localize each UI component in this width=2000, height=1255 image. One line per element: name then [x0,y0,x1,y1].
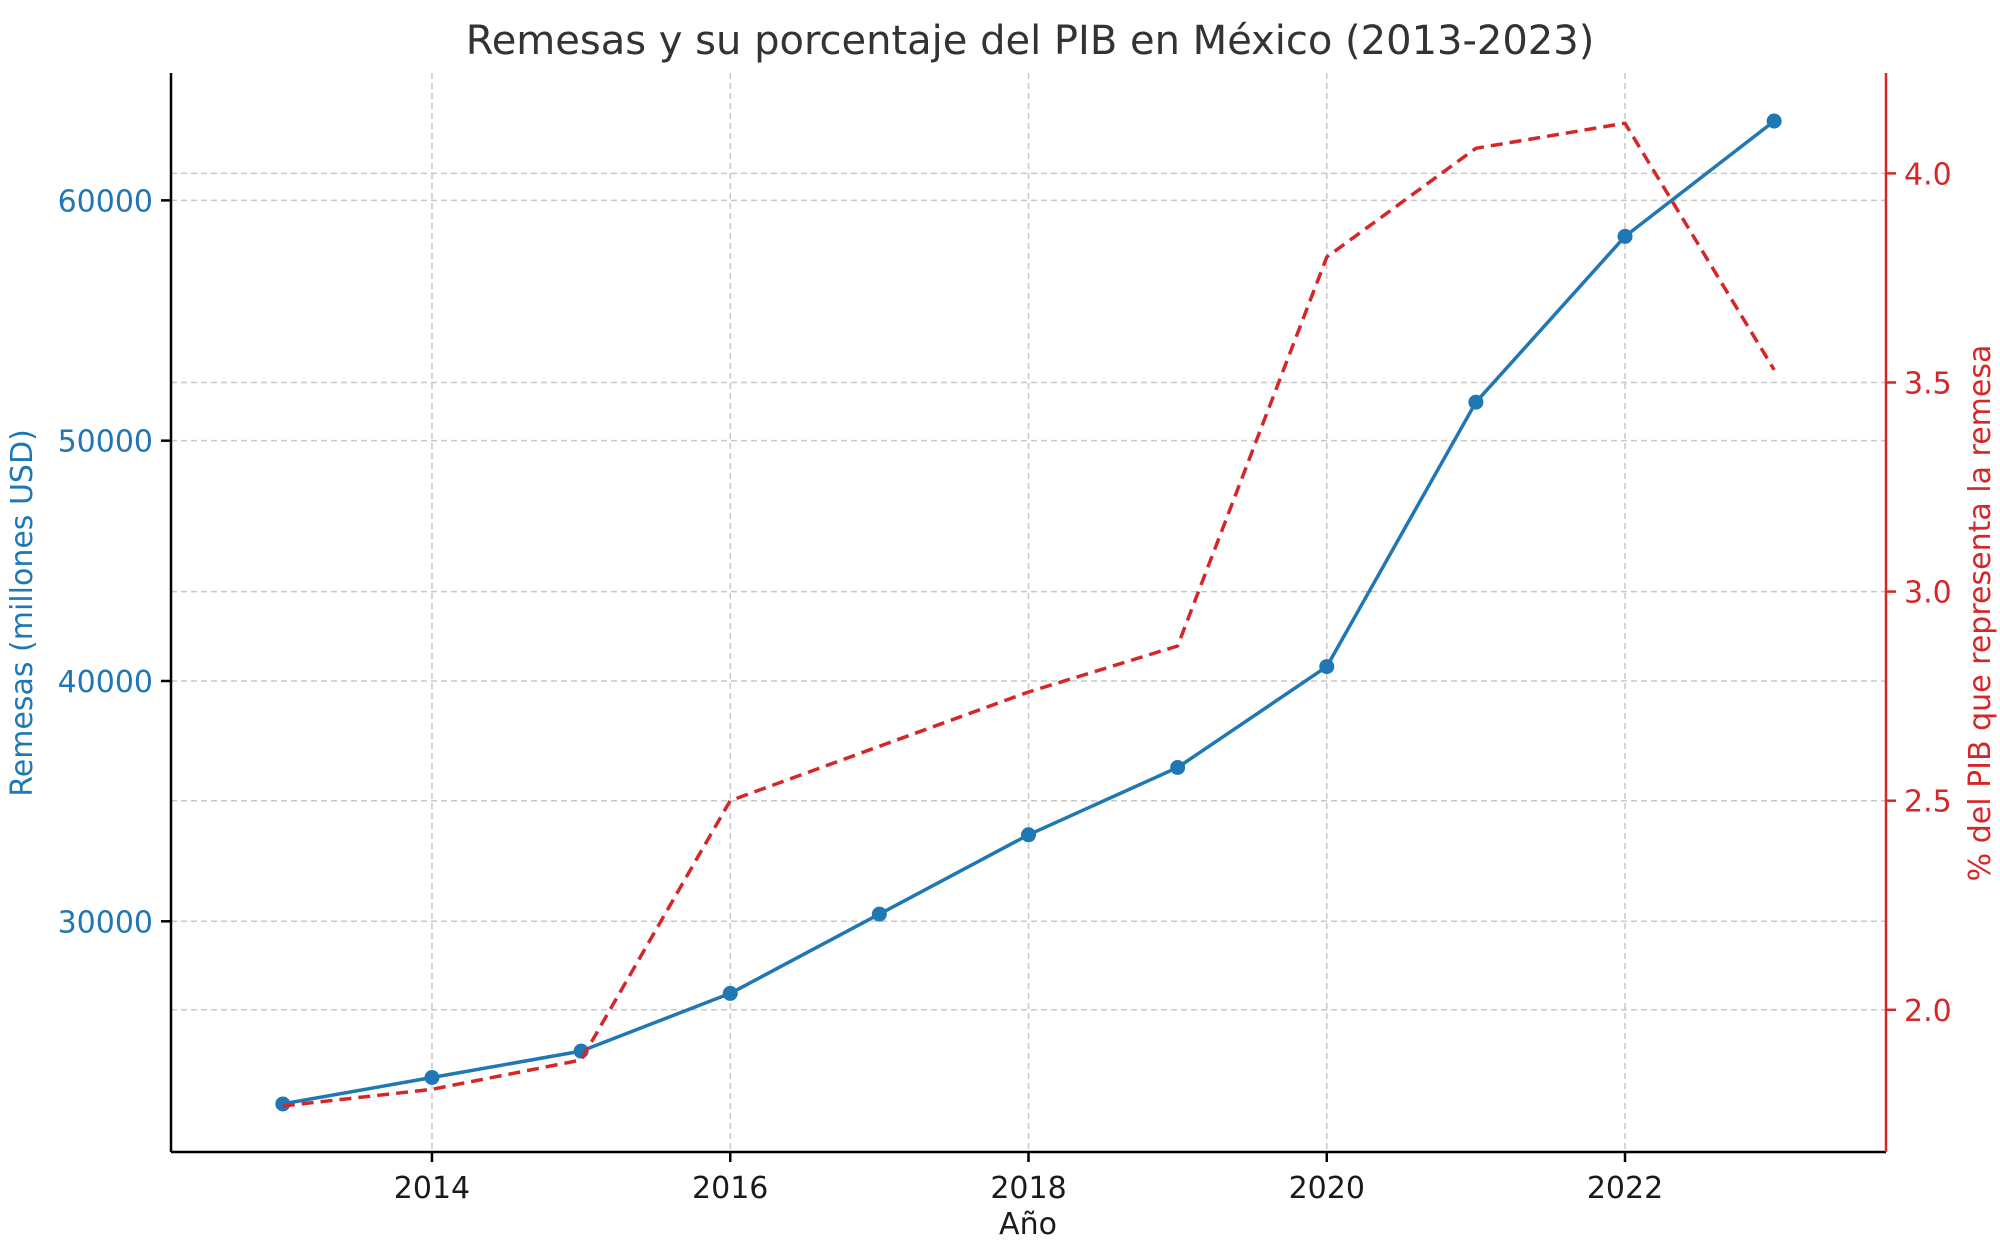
x-axis-label: Año [999,1207,1057,1242]
data-point-remesas [1617,228,1633,244]
data-point-remesas [424,1070,440,1086]
data-point-remesas [722,985,738,1001]
x-tick-label: 2016 [692,1171,768,1206]
y-right-tick-label: 2.5 [1904,785,1952,820]
x-tick-label: 2018 [990,1171,1066,1206]
y-left-tick-label: 50000 [58,425,153,460]
series-line-pib-percent [282,121,1776,1108]
chart-title: Remesas y su porcentaje del PIB en Méxic… [466,18,1595,64]
data-point-remesas [1766,113,1782,129]
ticks: 2014 2016 2018 2020 2022 30000 40000 50000 60000… [58,157,1952,1206]
y-left-tick-label: 40000 [58,665,153,700]
y-axis-right-label: % del PIB que representa la remesa [1963,345,1998,882]
data-point-remesas [1170,760,1186,776]
y-left-tick-label: 60000 [58,184,153,219]
data-point-remesas [871,906,887,922]
y-right-tick-label: 3.0 [1904,576,1952,611]
data-point-remesas [275,1096,291,1112]
x-tick-label: 2020 [1289,1171,1365,1206]
y-left-tick-label: 30000 [58,905,153,940]
data-point-remesas [1021,827,1036,843]
x-tick-label: 2022 [1587,1171,1663,1206]
y-right-tick-label: 3.5 [1904,366,1952,401]
data-point-remesas [1319,659,1335,675]
y-right-tick-label: 2.0 [1904,994,1952,1029]
y-axis-left-label: Remesas (millones USD) [5,429,40,797]
data-point-remesas [1468,394,1484,410]
y-right-tick-label: 4.0 [1904,157,1952,192]
x-tick-label: 2014 [394,1171,470,1206]
plot-area [275,113,1782,1112]
grid [171,73,1886,1152]
